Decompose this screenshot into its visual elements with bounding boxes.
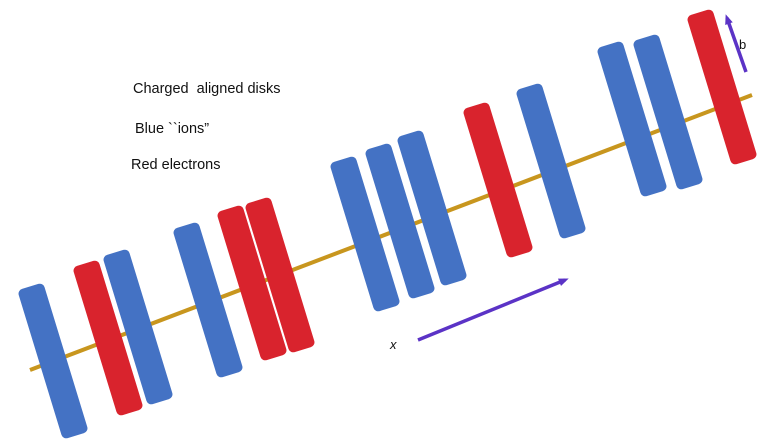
- blue-ion-disk: [633, 34, 703, 190]
- blue-ion-disk: [516, 83, 586, 239]
- blue-ion-disk: [365, 143, 435, 299]
- disks-group: [18, 9, 757, 439]
- x-direction-arrow: [417, 278, 569, 342]
- b-direction-arrow: [725, 14, 748, 73]
- red-electron-disk: [245, 197, 315, 353]
- blue-ion-disk: [18, 283, 88, 439]
- red-electron-disk: [217, 205, 287, 361]
- red-electron-disk: [463, 102, 533, 258]
- caption-blue-ions: Blue ``ions”: [135, 121, 210, 137]
- red-electron-disk: [687, 9, 757, 165]
- blue-ion-disk: [330, 156, 400, 312]
- x-arrow-label: x: [390, 337, 397, 352]
- blue-ion-disk: [173, 222, 243, 378]
- red-electron-disk: [73, 260, 143, 416]
- caption-red-electrons: Red electrons: [131, 157, 221, 173]
- b-arrow-label: b: [739, 37, 747, 52]
- blue-ion-disk: [103, 249, 173, 405]
- blue-ion-disk: [597, 41, 667, 197]
- blue-ion-disk: [397, 130, 467, 286]
- caption-charged-aligned-disks: Charged aligned disks: [133, 81, 281, 97]
